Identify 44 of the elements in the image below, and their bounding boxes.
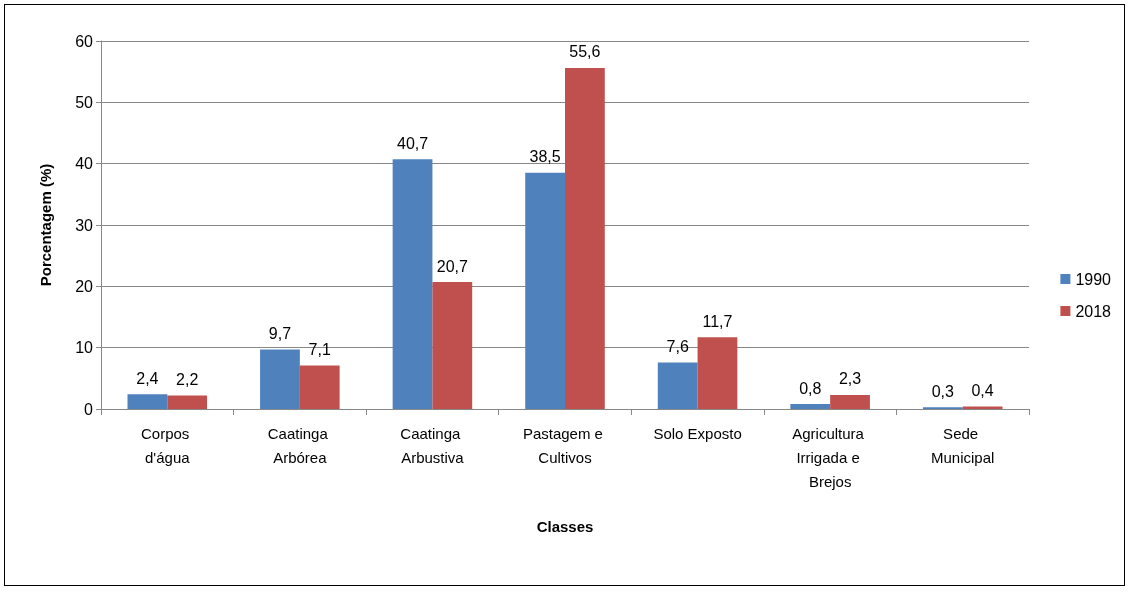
bar — [697, 337, 738, 409]
bar — [299, 365, 340, 409]
y-axis-title: Porcentagem (%) — [37, 163, 54, 287]
y-tick-label: 20 — [75, 277, 94, 295]
data-label: 7,6 — [666, 337, 689, 355]
x-tick-label: Corpos d'água — [141, 424, 194, 466]
bar — [260, 349, 300, 409]
data-label: 55,6 — [569, 43, 601, 61]
bar — [167, 395, 208, 409]
data-label: 9,7 — [268, 325, 292, 343]
bar — [830, 394, 870, 409]
data-label: 38,5 — [529, 148, 561, 166]
y-tick-label: 40 — [75, 155, 94, 173]
data-label: 11,7 — [702, 312, 733, 330]
data-label: 2,3 — [838, 370, 862, 388]
x-tick-label: Sede Municipal — [931, 424, 995, 466]
bar — [790, 404, 831, 409]
data-label: 2,4 — [136, 369, 159, 387]
legend-label: 1990 — [1075, 270, 1112, 288]
y-tick-label: 30 — [75, 216, 94, 234]
x-tick-label: Caatinga Arbórea — [267, 424, 332, 466]
data-label: 0,3 — [931, 382, 955, 400]
x-axis-title: Classes — [536, 518, 594, 535]
bar — [432, 282, 473, 409]
x-tick-label: Caatinga Arbustiva — [400, 424, 465, 466]
y-tick-label: 0 — [84, 400, 94, 418]
y-tick-label: 10 — [75, 339, 94, 357]
bar — [127, 394, 168, 409]
bar — [565, 67, 605, 409]
y-tick-label: 60 — [75, 32, 94, 50]
x-tick-label: Solo Exposto — [653, 424, 742, 442]
data-label: 40,7 — [396, 134, 429, 152]
data-label: 0,8 — [799, 379, 822, 397]
y-tick-label: 50 — [75, 93, 94, 111]
bar — [392, 159, 433, 409]
bar — [657, 362, 698, 409]
data-label: 2,2 — [176, 371, 199, 389]
bar — [525, 172, 565, 409]
x-tick-label: Agricultura Irrigada e Brejos — [792, 424, 869, 490]
data-label: 0,4 — [971, 382, 994, 400]
x-tick-label: Pastagem e Cultivos — [522, 424, 608, 466]
data-label: 7,1 — [308, 340, 331, 358]
legend-label: 2018 — [1075, 302, 1112, 320]
data-label: 20,7 — [436, 257, 468, 275]
